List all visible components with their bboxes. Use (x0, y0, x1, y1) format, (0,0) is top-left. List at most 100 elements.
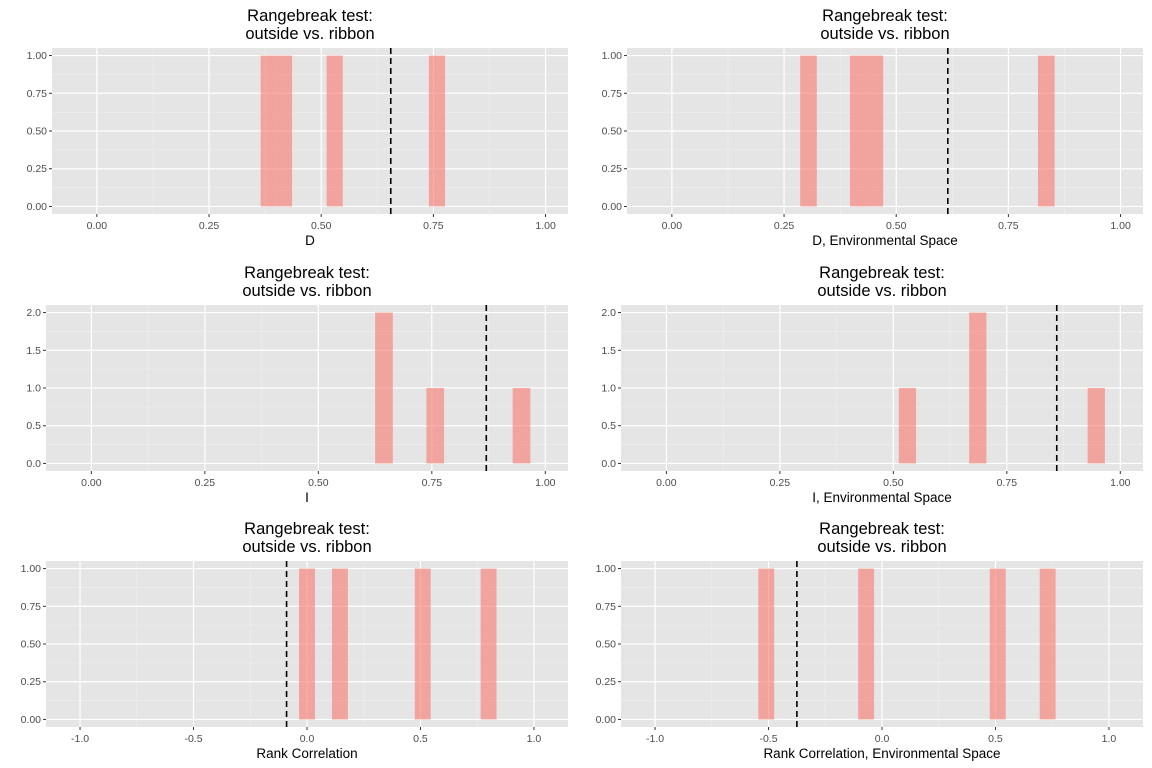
histogram-bar (1039, 568, 1056, 720)
y-tick-label: 1.0 (601, 383, 616, 395)
x-tick-label: 0.00 (662, 220, 683, 232)
chart-title-line-2: outside vs. ribbon (817, 538, 946, 556)
x-tick-label: 1.0 (527, 733, 542, 745)
x-tick-label: 0.25 (770, 477, 791, 489)
y-tick-label: 0.00 (602, 201, 623, 213)
y-tick-label: 0.0 (26, 458, 41, 470)
y-tick-label: 1.0 (26, 383, 41, 395)
y-tick-label: 2.0 (26, 307, 41, 319)
x-axis-label: I, Environmental Space (812, 490, 952, 505)
y-tick-label: 0.25 (596, 676, 617, 688)
x-tick-label: 1.0 (1102, 733, 1117, 745)
chart-title-line-2: outside vs. ribbon (820, 25, 949, 43)
x-axis-label: D (305, 233, 315, 248)
x-axis-label: I (305, 490, 309, 505)
histogram-bar (800, 55, 817, 207)
y-tick-label: 0.75 (596, 601, 617, 613)
chart-title-line-2: outside vs. ribbon (242, 538, 371, 556)
histogram-bar (426, 388, 445, 464)
y-tick-label: 0.0 (601, 458, 616, 470)
x-axis-label: Rank Correlation (256, 746, 357, 761)
histogram-bar (866, 55, 884, 207)
y-tick-label: 0.50 (602, 126, 623, 138)
x-tick-label: 1.00 (535, 477, 556, 489)
x-tick-label: 0.00 (81, 477, 102, 489)
y-tick-label: 2.0 (601, 307, 616, 319)
histogram-bar (414, 568, 431, 720)
x-axis-label: Rank Correlation, Environmental Space (763, 746, 1000, 761)
histogram-bar (512, 388, 531, 464)
histogram-bar (260, 55, 277, 207)
x-tick-label: 0.25 (199, 220, 220, 232)
y-tick-label: 0.5 (601, 420, 616, 432)
chart-title-line-1: Rangebreak test: (822, 7, 948, 25)
y-tick-label: 1.00 (596, 563, 617, 575)
y-tick-label: 0.00 (596, 714, 617, 726)
x-tick-label: 0.50 (883, 477, 904, 489)
x-tick-label: 0.0 (300, 733, 315, 745)
y-tick-label: 0.75 (21, 601, 42, 613)
y-tick-label: 0.5 (26, 420, 41, 432)
x-tick-label: 0.00 (87, 220, 108, 232)
y-tick-label: 0.25 (21, 676, 42, 688)
histogram-bar (758, 568, 775, 720)
y-tick-label: 1.00 (27, 50, 48, 62)
histogram-bar (989, 568, 1006, 720)
x-tick-label: 1.00 (1110, 477, 1131, 489)
x-tick-label: 0.0 (875, 733, 890, 745)
histogram-bar (1087, 388, 1105, 464)
x-tick-label: 0.5 (988, 733, 1003, 745)
y-tick-label: 0.75 (27, 88, 48, 100)
y-tick-label: 1.5 (26, 345, 41, 357)
y-tick-label: 0.50 (21, 639, 42, 651)
x-axis-label: D, Environmental Space (812, 233, 958, 248)
histogram-bar (375, 312, 393, 464)
y-tick-label: 0.50 (27, 126, 48, 138)
x-tick-label: 0.50 (311, 220, 332, 232)
chart-title-line-1: Rangebreak test: (244, 520, 370, 538)
x-tick-label: -1.0 (646, 733, 664, 745)
histogram-bar (480, 568, 497, 720)
chart-title-line-1: Rangebreak test: (819, 264, 945, 282)
histogram-bar (299, 568, 315, 720)
histogram-bar (850, 55, 867, 207)
chart-title-line-1: Rangebreak test: (819, 520, 945, 538)
x-tick-label: 0.75 (422, 477, 443, 489)
x-tick-label: 0.00 (656, 477, 677, 489)
x-tick-label: 0.5 (413, 733, 428, 745)
y-tick-label: 1.00 (602, 50, 623, 62)
chart-title-line-2: outside vs. ribbon (242, 282, 371, 300)
histogram-bar (898, 388, 917, 464)
histogram-bar (276, 55, 293, 207)
x-tick-label: 1.00 (1110, 220, 1131, 232)
y-tick-label: 1.5 (601, 345, 616, 357)
histogram-bar (1038, 55, 1055, 207)
y-tick-label: 0.25 (27, 163, 48, 175)
chart-title-line-1: Rangebreak test: (247, 7, 373, 25)
x-tick-label: -0.5 (759, 733, 777, 745)
y-tick-label: 0.50 (596, 639, 617, 651)
x-tick-label: 0.75 (997, 477, 1018, 489)
x-tick-label: 0.50 (886, 220, 907, 232)
histogram-bar (969, 312, 987, 464)
x-tick-label: 0.25 (774, 220, 795, 232)
histogram-bar (428, 55, 446, 207)
chart-title-line-2: outside vs. ribbon (817, 282, 946, 300)
y-tick-label: 0.00 (21, 714, 42, 726)
y-tick-label: 1.00 (21, 563, 42, 575)
x-tick-label: 1.00 (535, 220, 556, 232)
chart-title-line-1: Rangebreak test: (244, 264, 370, 282)
y-tick-label: 0.00 (27, 201, 48, 213)
x-tick-label: -1.0 (71, 733, 89, 745)
x-tick-label: 0.75 (423, 220, 444, 232)
x-tick-label: 0.25 (195, 477, 216, 489)
y-tick-label: 0.75 (602, 88, 623, 100)
x-tick-label: 0.50 (308, 477, 329, 489)
histogram-bar (331, 568, 348, 720)
histogram-bar (326, 55, 343, 207)
chart-title-line-2: outside vs. ribbon (245, 25, 374, 43)
histogram-bar (858, 568, 875, 720)
y-tick-label: 0.25 (602, 163, 623, 175)
x-tick-label: -0.5 (184, 733, 202, 745)
